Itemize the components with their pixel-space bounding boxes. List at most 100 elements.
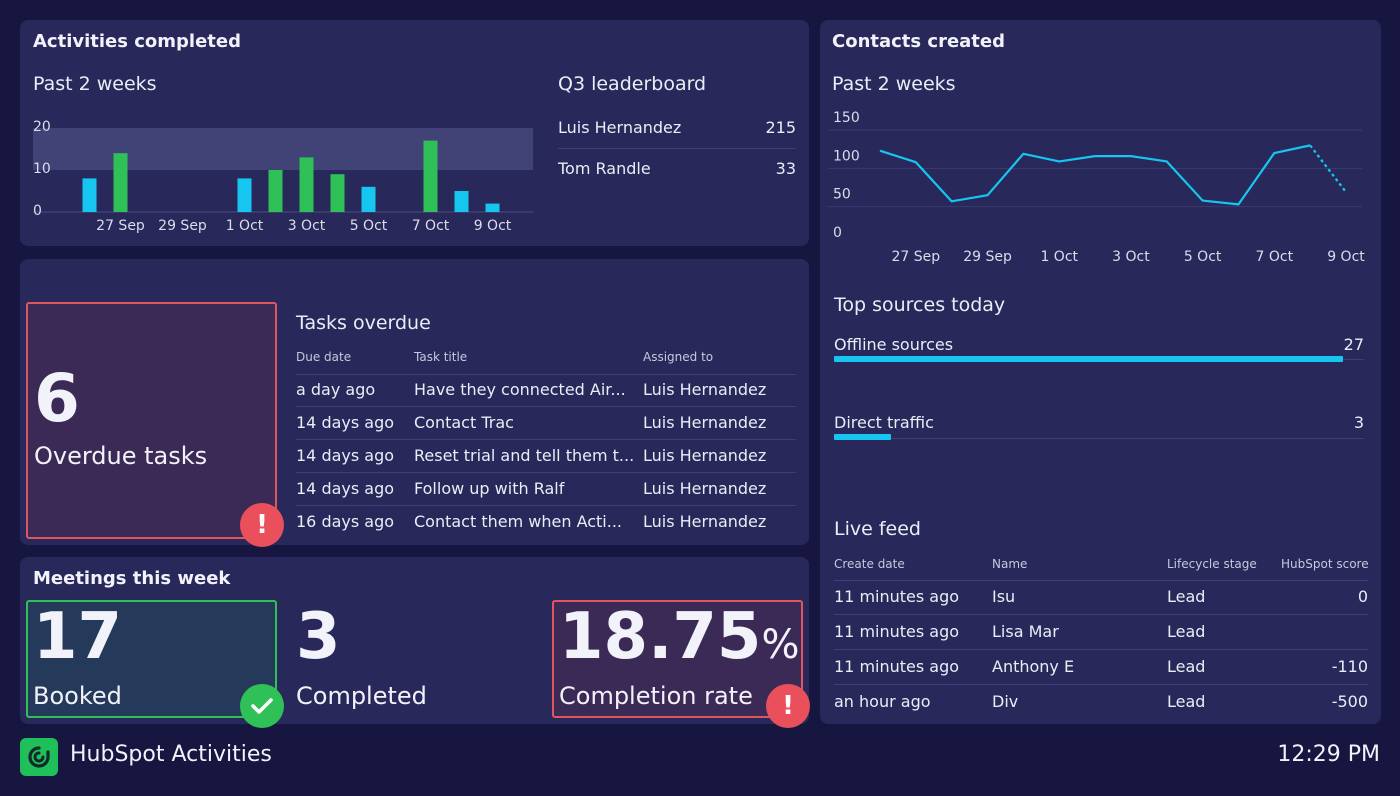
x-tick-label: 3 Oct — [1112, 249, 1150, 265]
feed-score: 0 — [1357, 587, 1368, 606]
x-tick-label: 5 Oct — [1184, 249, 1222, 265]
meetings-title: Meetings this week — [33, 568, 231, 589]
task-row[interactable]: 14 days ago Reset trial and tell them t.… — [296, 440, 796, 473]
y-tick-label: 150 — [833, 110, 860, 126]
task-title: Follow up with Ralf — [414, 479, 565, 498]
task-title: Contact them when Acti... — [414, 512, 622, 531]
hubspot-swirl-icon — [20, 738, 58, 776]
task-due: 14 days ago — [296, 446, 395, 465]
tasks-overdue-title: Tasks overdue — [296, 312, 431, 334]
contacts-line-chart: 0 50 100 150 27 Sep 29 Sep 1 Oct 3 Oct 5 Oct 7 Oc… — [828, 110, 1365, 265]
feed-row[interactable]: 11 minutes ago Anthony E Lead -110 — [834, 650, 1368, 685]
task-row[interactable]: 16 days ago Contact them when Acti... Lu… — [296, 506, 796, 539]
y-tick-label: 100 — [833, 148, 860, 164]
overdue-count: 6 — [34, 360, 80, 437]
contacts-chart-subtitle: Past 2 weeks — [832, 73, 956, 95]
feed-date: 11 minutes ago — [834, 622, 960, 641]
feed-date: 11 minutes ago — [834, 587, 960, 606]
completed-label: Completed — [296, 682, 427, 710]
feed-score: -110 — [1331, 657, 1368, 676]
task-row[interactable]: a day ago Have they connected Air... Lui… — [296, 374, 796, 407]
bar — [299, 157, 314, 212]
feed-stage: Lead — [1167, 692, 1206, 711]
completion-rate-unit: % — [761, 622, 800, 668]
leaderboard-divider — [558, 148, 796, 149]
completion-rate-number: 18.75 — [559, 600, 762, 674]
target-band — [33, 128, 533, 170]
feed-stage: Lead — [1167, 657, 1206, 676]
x-tick-label: 9 Oct — [1327, 249, 1365, 265]
task-due: 14 days ago — [296, 413, 395, 432]
task-row[interactable]: 14 days ago Contact Trac Luis Hernandez — [296, 407, 796, 440]
activities-bar-chart: 0 10 20 27 Sep 29 Sep 1 Oct 3 Oct 5 Oct 7 Oct 9 O… — [33, 119, 533, 234]
series-line — [879, 144, 1311, 206]
completion-rate-label: Completion rate — [559, 682, 753, 710]
check-icon — [240, 684, 284, 728]
task-assignee: Luis Hernandez — [643, 380, 767, 399]
feed-header-divider — [834, 580, 1368, 581]
source-bar — [834, 434, 891, 440]
x-tick-label: 5 Oct — [350, 218, 388, 234]
feed-col-name: Name — [992, 557, 1028, 571]
booked-count: 17 — [33, 600, 123, 674]
task-assignee: Luis Hernandez — [643, 446, 767, 465]
completed-count: 3 — [296, 600, 341, 674]
source-name: Offline sources — [834, 335, 954, 354]
tasks-col-assigned: Assigned to — [643, 350, 714, 364]
booked-card — [26, 600, 277, 718]
bar — [330, 174, 345, 212]
leaderboard-name: Luis Hernandez — [558, 117, 682, 137]
leaderboard-row: Luis Hernandez 215 — [558, 107, 796, 147]
x-tick-label: 29 Sep — [963, 249, 1012, 265]
x-tick-label: 1 Oct — [226, 218, 264, 234]
feed-name: Div — [992, 692, 1019, 711]
feed-date: an hour ago — [834, 692, 931, 711]
leaderboard-value: 215 — [765, 117, 796, 137]
y-tick-label: 10 — [33, 161, 51, 177]
task-row[interactable]: 14 days ago Follow up with Ralf Luis Her… — [296, 473, 796, 506]
app-name: HubSpot Activities — [70, 742, 272, 767]
task-due: 16 days ago — [296, 512, 395, 531]
feed-name: Lisa Mar — [992, 622, 1059, 641]
feed-col-stage: Lifecycle stage — [1167, 557, 1257, 571]
bar — [361, 186, 376, 212]
activities-chart-subtitle: Past 2 weeks — [33, 73, 157, 95]
bar — [268, 170, 283, 212]
feed-stage: Lead — [1167, 622, 1206, 641]
bar — [237, 178, 252, 212]
feed-score: -500 — [1331, 692, 1368, 711]
top-sources-title: Top sources today — [834, 294, 1006, 316]
booked-label: Booked — [33, 682, 122, 710]
completion-rate-card — [552, 600, 803, 718]
feed-stage: Lead — [1167, 587, 1206, 606]
bar — [82, 178, 97, 212]
source-value: 27 — [1343, 335, 1364, 354]
bar — [454, 191, 469, 212]
projected-segment — [1309, 144, 1347, 193]
live-feed-title: Live feed — [834, 518, 921, 540]
feed-date: 11 minutes ago — [834, 657, 960, 676]
tasks-header-divider — [296, 374, 796, 375]
source-bar — [834, 356, 1343, 362]
feed-row[interactable]: 11 minutes ago Lisa Mar Lead — [834, 615, 1368, 650]
x-tick-label: 29 Sep — [158, 218, 207, 234]
task-due: 14 days ago — [296, 479, 395, 498]
task-title: Reset trial and tell them t... — [414, 446, 635, 465]
x-tick-label: 7 Oct — [412, 218, 450, 234]
source-row: Offline sources 27 — [834, 335, 1364, 354]
x-tick-label: 1 Oct — [1040, 249, 1078, 265]
x-tick-label: 27 Sep — [96, 218, 145, 234]
feed-row[interactable]: an hour ago Div Lead -500 — [834, 685, 1368, 720]
clock-time: 12:29 PM — [1277, 742, 1380, 767]
task-assignee: Luis Hernandez — [643, 413, 767, 432]
source-name: Direct traffic — [834, 413, 934, 432]
source-value: 3 — [1353, 413, 1364, 432]
y-tick-label: 0 — [833, 225, 842, 241]
tasks-col-title: Task title — [414, 350, 468, 364]
task-due: a day ago — [296, 380, 376, 399]
feed-row[interactable]: 11 minutes ago Isu Lead 0 — [834, 580, 1368, 615]
overdue-label: Overdue tasks — [34, 442, 208, 470]
tasks-col-due: Due date — [296, 350, 352, 364]
source-track — [834, 438, 1364, 439]
bar — [113, 153, 128, 212]
